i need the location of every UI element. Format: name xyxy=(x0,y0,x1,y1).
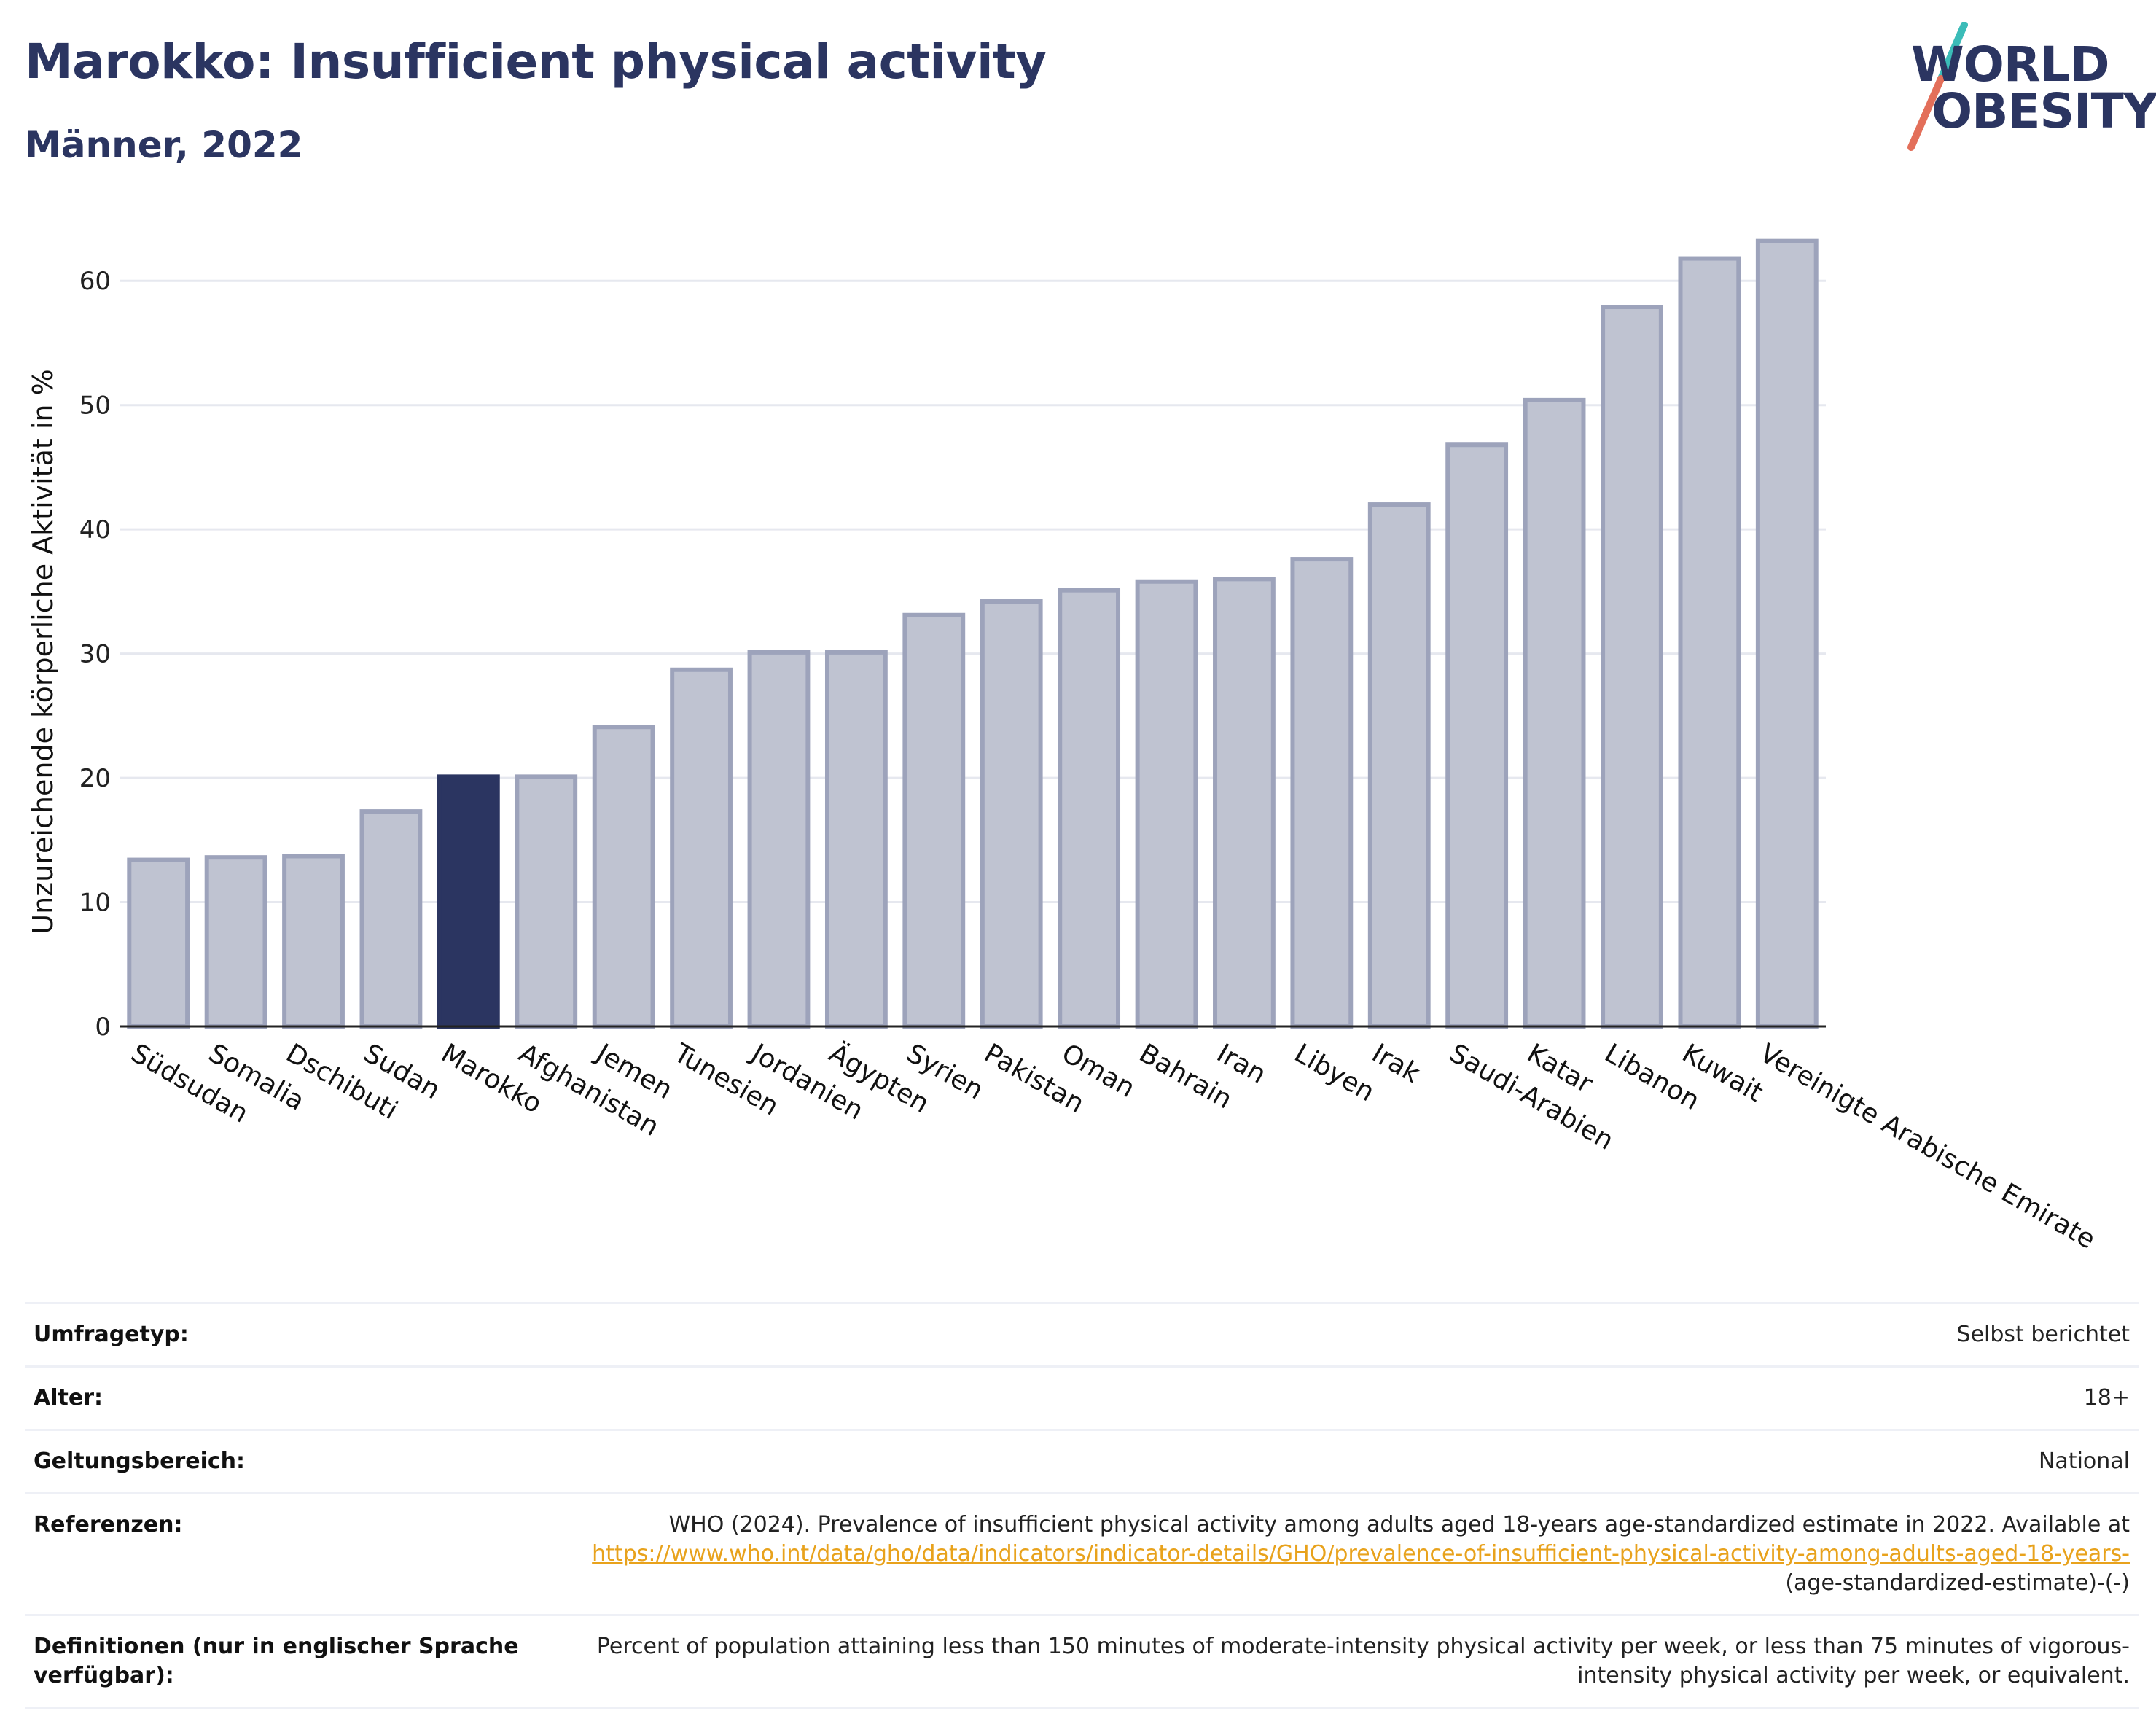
bar-kuwait[interactable] xyxy=(1678,256,1741,1029)
y-tick-label: 30 xyxy=(79,640,111,669)
bar-bahrain[interactable] xyxy=(1135,579,1198,1029)
bar--gypten[interactable] xyxy=(824,650,888,1029)
y-axis-ticks: 0 10 20 30 40 50 60 xyxy=(79,267,111,1042)
bar-sudan[interactable] xyxy=(359,809,423,1029)
y-tick-label: 0 xyxy=(95,1013,111,1042)
y-tick-label: 40 xyxy=(79,515,111,545)
info-value: National xyxy=(2038,1449,2130,1474)
x-tick-label: Vereinigte Arabische Emirate xyxy=(1754,1038,2100,1255)
bar-syrien[interactable] xyxy=(902,612,966,1029)
info-row-scope: Geltungsbereich: National xyxy=(25,1430,2139,1494)
y-tick-label: 10 xyxy=(79,889,111,918)
bar-jemen[interactable] xyxy=(592,725,655,1029)
bar-afghanistan[interactable] xyxy=(515,774,578,1029)
info-value: WHO (2024). Prevalence of insufficient p… xyxy=(552,1494,2139,1615)
x-tick-label: Libyen xyxy=(1289,1038,1380,1107)
reference-link[interactable]: https://www.who.int/data/gho/data/indica… xyxy=(592,1541,2130,1567)
bar-pakistan[interactable] xyxy=(980,599,1043,1029)
chart-subtitle: Männer, 2022 xyxy=(25,124,303,166)
bars xyxy=(127,238,1819,1029)
bar-tunesien[interactable] xyxy=(670,667,733,1029)
bar-s-dsudan[interactable] xyxy=(127,857,190,1029)
info-row-survey-type: Umfragetyp: Selbst berichtet xyxy=(25,1303,2139,1367)
bar-chart: 0 10 20 30 40 50 60 SüdsudanSomaliaDschibutiSu… xyxy=(27,238,2101,1255)
bar-irak[interactable] xyxy=(1367,502,1431,1029)
bar-somalia[interactable] xyxy=(204,855,267,1029)
bar-libanon[interactable] xyxy=(1601,305,1663,1029)
y-tick-label: 20 xyxy=(79,764,111,793)
info-row-definitions: Definitionen (nur in englischer Sprache … xyxy=(25,1615,2139,1708)
chart-title: Marokko: Insufficient physical activity xyxy=(25,34,1047,90)
info-value: Percent of population attaining less tha… xyxy=(596,1634,2130,1688)
info-label: Referenzen: xyxy=(34,1512,183,1537)
bar-oman[interactable] xyxy=(1058,588,1121,1029)
bar-katar[interactable] xyxy=(1523,397,1586,1029)
reference-text: WHO (2024). Prevalence of insufficient p… xyxy=(668,1512,2130,1537)
info-label: Geltungsbereich: xyxy=(34,1449,246,1474)
logo-slash-icon xyxy=(1907,22,1968,151)
bar-libyen[interactable] xyxy=(1290,557,1354,1029)
x-axis-tick-labels: SüdsudanSomaliaDschibutiSudanMarokkoAfgh… xyxy=(126,1037,2101,1255)
bar-iran[interactable] xyxy=(1213,577,1276,1029)
logo-line-1: WORLD xyxy=(1911,36,2110,93)
bar-vereinigte-arabische-emirate[interactable] xyxy=(1755,238,1819,1029)
info-table: Umfragetyp: Selbst berichtet Alter: 18+ … xyxy=(25,1302,2139,1709)
info-value: Selbst berichtet xyxy=(1956,1322,2130,1347)
bar-jordanien[interactable] xyxy=(747,650,811,1029)
info-label: Alter: xyxy=(34,1385,103,1411)
bar-dschibuti[interactable] xyxy=(282,854,345,1029)
logo-line-2: OBESITY xyxy=(1932,83,2156,139)
y-tick-label: 50 xyxy=(79,391,111,421)
reference-suffix: (age-standardized-estimate)-(-) xyxy=(1785,1570,2130,1596)
y-axis-label: Unzureichende körperliche Aktivität in % xyxy=(27,369,59,934)
info-label: Umfragetyp: xyxy=(34,1322,189,1347)
bar-marokko[interactable] xyxy=(437,774,500,1029)
info-row-references: Referenzen: WHO (2024). Prevalence of in… xyxy=(25,1493,2139,1615)
bar-saudi-arabien[interactable] xyxy=(1445,442,1509,1029)
info-value: 18+ xyxy=(2083,1385,2130,1411)
info-row-age: Alter: 18+ xyxy=(25,1366,2139,1430)
info-label: Definitionen (nur in englischer Sprache … xyxy=(34,1634,519,1688)
world-obesity-logo: WORLD OBESITY xyxy=(1895,22,2156,160)
y-tick-label: 60 xyxy=(79,267,111,296)
